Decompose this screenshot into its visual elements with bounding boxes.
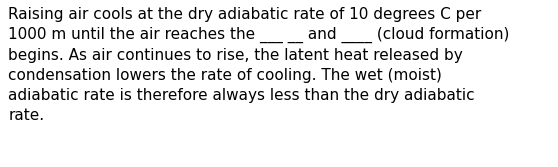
Text: Raising air cools at the dry adiabatic rate of 10 degrees C per
1000 m until the: Raising air cools at the dry adiabatic r…	[8, 7, 510, 123]
